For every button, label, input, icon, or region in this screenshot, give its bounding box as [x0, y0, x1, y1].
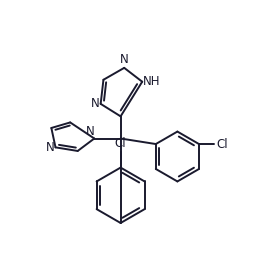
Text: Cl: Cl [216, 138, 228, 150]
Text: N: N [91, 97, 100, 110]
Text: N: N [46, 141, 54, 154]
Text: Cl: Cl [115, 137, 127, 150]
Text: NH: NH [143, 75, 161, 88]
Text: N: N [86, 125, 95, 138]
Text: N: N [120, 53, 129, 66]
